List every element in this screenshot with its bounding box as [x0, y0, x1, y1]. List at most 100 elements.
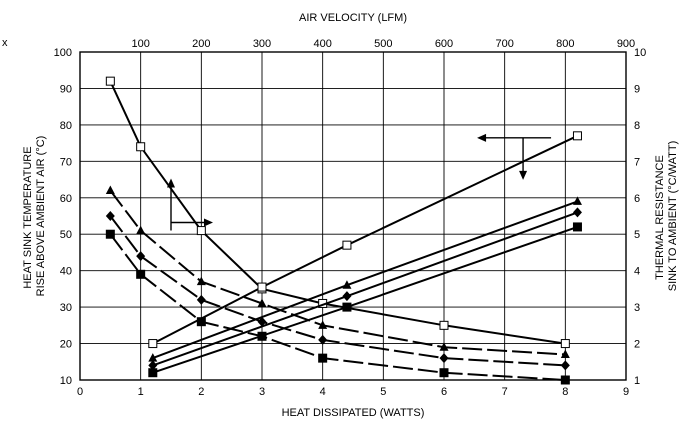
x2-tick-label: 900	[617, 38, 635, 50]
arrow-shaft	[481, 137, 552, 176]
y2-tick-label: 10	[634, 47, 646, 59]
data-point	[105, 229, 115, 239]
data-point	[318, 320, 328, 329]
temperature-line-1	[148, 131, 582, 349]
data-point	[318, 334, 328, 345]
data-point	[136, 269, 146, 279]
axis-arrow-annotation	[170, 180, 209, 231]
data-point	[105, 76, 115, 86]
data-point	[342, 302, 352, 312]
y2-axis-title: THERMAL RESISTANCE SINK TO AMBIENT (°C/W…	[654, 141, 679, 291]
x-tick-label: 8	[562, 386, 568, 398]
data-point	[439, 342, 449, 351]
x2-tick-label: 200	[192, 38, 210, 50]
series-line	[152, 211, 578, 367]
annotation-layer	[167, 133, 552, 231]
data-point	[342, 280, 352, 289]
data-point	[136, 142, 146, 152]
resistance-curve-3	[105, 211, 570, 371]
grid	[80, 52, 626, 380]
data-point	[136, 225, 146, 235]
arrow-shaft	[170, 180, 209, 231]
y2-tick-label: 4	[634, 266, 640, 278]
x2-tick-label: 700	[495, 38, 513, 50]
y-tick-label: 30	[60, 302, 72, 314]
data-point	[572, 207, 582, 218]
axis-arrow-annotation	[481, 137, 552, 176]
data-point	[342, 240, 352, 250]
y-tick-label: 100	[54, 47, 72, 59]
data-point	[196, 226, 206, 236]
data-point	[572, 222, 582, 232]
y2-tick-label: 7	[634, 156, 640, 168]
temperature-line-3	[148, 207, 582, 371]
data-point	[148, 353, 158, 362]
stray-mark: x	[2, 37, 8, 49]
series-layer	[105, 76, 582, 385]
series-line	[152, 200, 578, 360]
x-tick-label: 7	[502, 386, 508, 398]
temperature-line-4	[148, 222, 582, 378]
x-tick-label: 5	[380, 386, 386, 398]
y-tick-label: 50	[60, 229, 72, 241]
series-line	[109, 215, 566, 367]
arrow-head	[519, 170, 528, 180]
data-point	[196, 276, 206, 286]
x2-axis-title: AIR VELOCITY (LFM)	[299, 12, 407, 24]
y2-tick-label: 1	[634, 375, 640, 387]
x-tick-label: 4	[320, 386, 326, 398]
y-tick-label: 70	[60, 156, 72, 168]
plot-frame	[79, 51, 627, 381]
y-tick-label: 20	[60, 339, 72, 351]
data-point	[560, 339, 570, 349]
data-point	[560, 349, 570, 358]
resistance-curve-2	[105, 185, 570, 358]
y-axis-title-line-2: RISE ABOVE AMBIENT AIR (°C)	[35, 136, 47, 297]
data-point	[105, 185, 115, 194]
data-point	[342, 291, 352, 302]
data-point	[196, 294, 206, 305]
x-tick-label: 2	[198, 386, 204, 398]
y-tick-label: 10	[60, 375, 72, 387]
x-tick-label: 3	[259, 386, 265, 398]
y2-axis-title-line-1: THERMAL RESISTANCE	[654, 155, 666, 280]
data-point	[257, 282, 267, 292]
arrow-head	[477, 133, 487, 142]
y2-tick-label: 9	[634, 83, 640, 95]
x-tick-label: 6	[441, 386, 447, 398]
data-point	[148, 339, 158, 349]
data-point	[257, 298, 267, 307]
x-tick-label: 9	[623, 386, 629, 398]
data-point	[105, 211, 115, 221]
data-point	[318, 353, 328, 363]
y2-axis-title-line-2: SINK TO AMBIENT (°C/WATT)	[667, 141, 679, 291]
x-axis-title: HEAT DISSIPATED (WATTS)	[282, 407, 425, 419]
arrow-head	[204, 218, 213, 227]
data-point	[148, 368, 158, 378]
data-point	[439, 368, 449, 378]
data-point	[257, 316, 267, 327]
y2-tick-label: 6	[634, 193, 640, 205]
x2-tick-label: 300	[253, 38, 271, 50]
series-line	[109, 80, 566, 345]
y-axis-title-line-1: HEAT SINK TEMPERATURE	[22, 146, 34, 288]
x-tick-label: 1	[138, 386, 144, 398]
y-tick-label: 90	[60, 83, 72, 95]
y-tick-label: 80	[60, 120, 72, 132]
data-point	[439, 320, 449, 330]
y2-tick-label: 3	[634, 302, 640, 314]
y-axis-title: HEAT SINK TEMPERATURE RISE ABOVE AMBIENT…	[22, 136, 47, 297]
x2-tick-label: 600	[435, 38, 453, 50]
data-point	[148, 360, 158, 371]
y-tick-label: 60	[60, 193, 72, 205]
arrow-head	[167, 178, 175, 188]
series-line	[152, 134, 578, 345]
data-point	[136, 251, 146, 262]
y2-tick-label: 5	[634, 229, 640, 241]
data-point	[439, 353, 449, 364]
data-point	[572, 131, 582, 141]
x2-tick-label: 100	[131, 38, 149, 50]
y2-tick-label: 2	[634, 339, 640, 351]
